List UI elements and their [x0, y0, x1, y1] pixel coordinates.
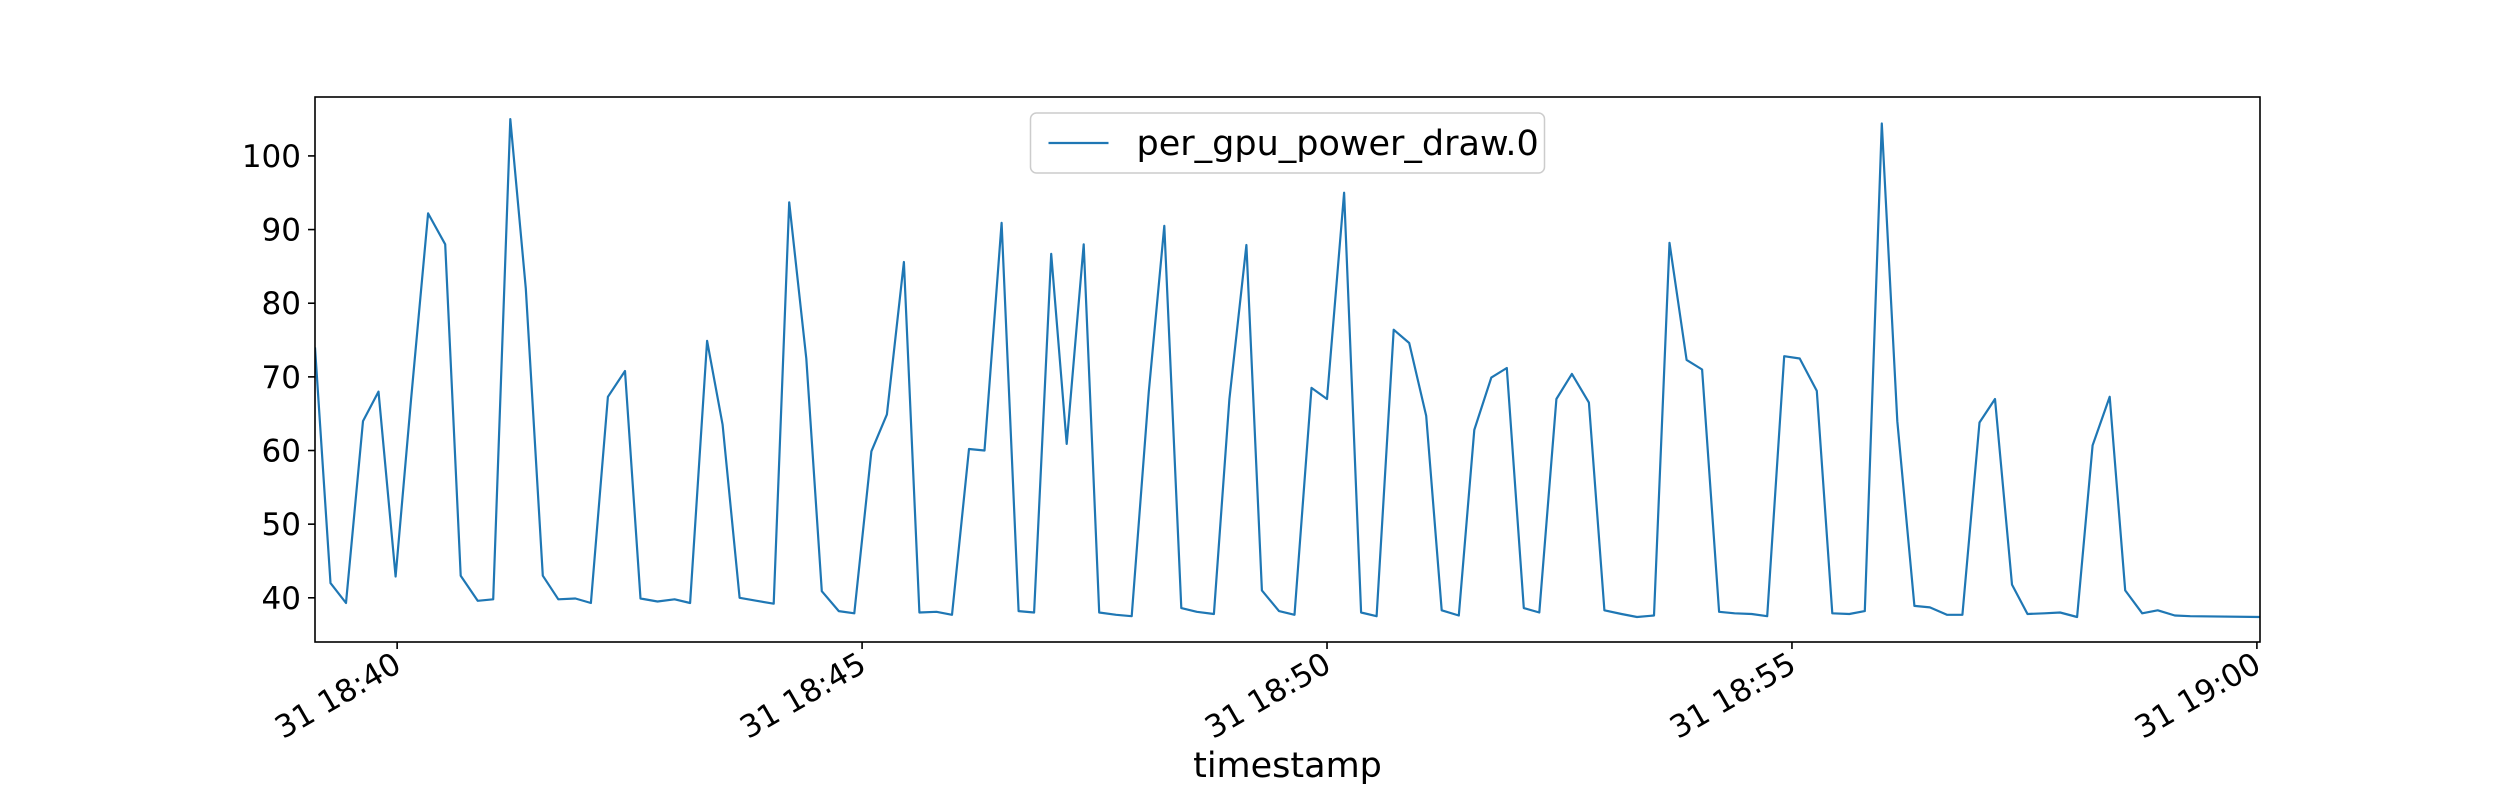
y-tick-label: 60 [262, 434, 301, 470]
series-line-0 [315, 118, 2260, 619]
y-tick-label: 40 [262, 581, 301, 617]
legend-box [1029, 112, 1546, 174]
plot-area [315, 97, 2260, 642]
y-tick-label: 70 [262, 360, 301, 396]
y-axis: 40 50 60 70 80 90 100 [242, 139, 315, 617]
y-tick-label: 100 [242, 139, 301, 175]
y-tick-label: 50 [262, 507, 301, 543]
legend: per_gpu_power_draw.0 [1029, 112, 1546, 174]
x-axis-label: timestamp [1193, 746, 1382, 786]
y-tick-label: 90 [262, 213, 301, 249]
legend-label: per_gpu_power_draw.0 [1137, 124, 1539, 164]
y-tick-label: 80 [262, 286, 301, 322]
axes-frame [314, 96, 2261, 643]
